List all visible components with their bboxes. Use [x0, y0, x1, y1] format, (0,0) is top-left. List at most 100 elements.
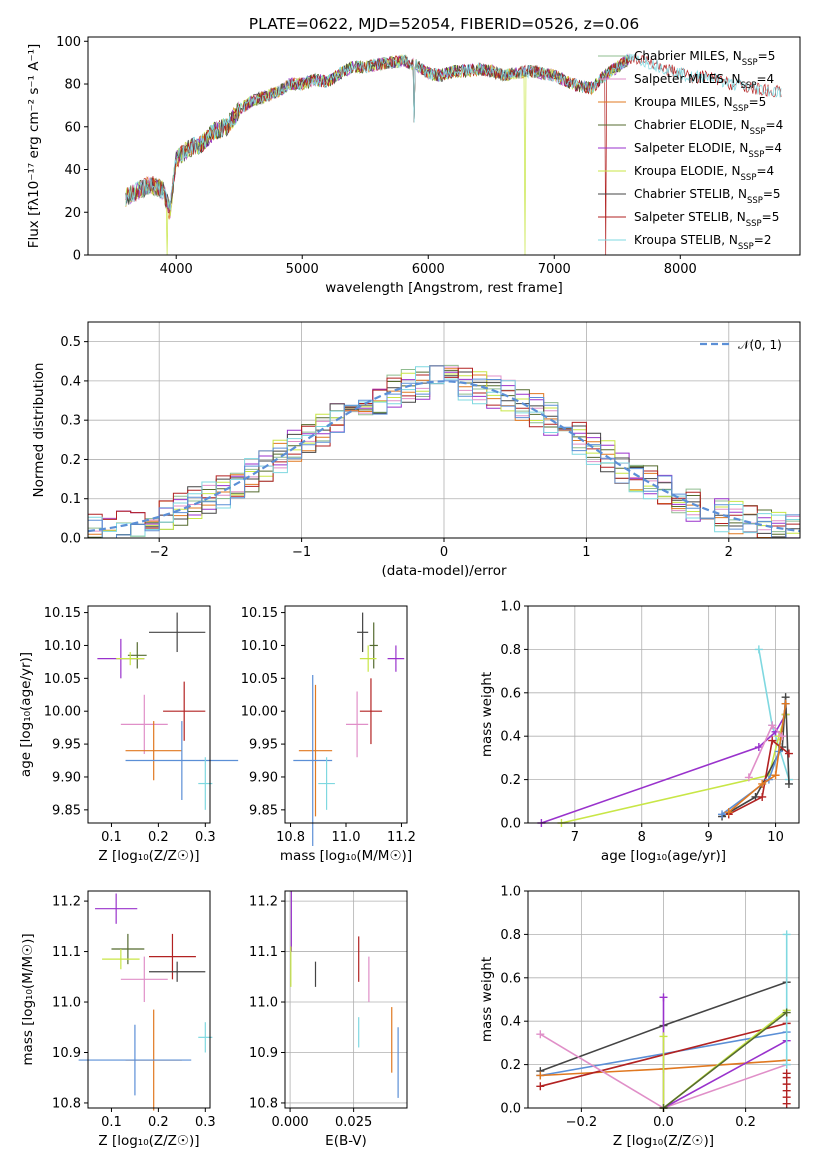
axes-frame [284, 890, 408, 1109]
x-tick-label: 0.1 [101, 830, 122, 845]
axes-frame [284, 605, 408, 824]
legend-value: =5 [763, 187, 781, 201]
legend-subscript: SSP [750, 127, 766, 137]
x-tick-label: 6000 [412, 262, 445, 277]
legend-subscript: SSP [733, 104, 749, 114]
mass-vs-extinction-panel: 0.000 0.025 10.8 10.9 11.0 11.1 11.2 E(B-V) [249, 890, 408, 1149]
weight-marker-kroupa_miles [771, 771, 780, 780]
y-axis-label: age [log₁₀(age/yr)] [18, 652, 34, 777]
axes-frame [87, 890, 211, 1109]
legend-entry: Kroupa ELODIE, NSSP=4 [634, 164, 774, 183]
age-vs-metallicity-panel: 0.1 0.2 0.3 9.85 9.90 9.95 10.00 10.05 10.10 10.1… [18, 605, 239, 864]
x-tick-label: 0.1 [101, 1115, 122, 1130]
y-tick-label: 10.8 [249, 1096, 278, 1111]
y-tick-label: 11.1 [249, 945, 278, 960]
x-tick-label: 0.2 [148, 1115, 169, 1130]
y-tick-label: 9.95 [52, 738, 81, 753]
y-tick-label: 10.15 [241, 606, 278, 621]
y-tick-label: 11.2 [52, 895, 81, 910]
legend-value: =4 [756, 164, 774, 178]
legend-subscript: SSP [741, 173, 757, 183]
legend-entry: Salpeter MILES, NSSP=4 [634, 72, 774, 91]
weight-line-salpeter_stelib [728, 739, 790, 816]
weight-marker-salpeter_stelib [758, 792, 767, 801]
legend-value: =5 [749, 95, 767, 109]
x-tick-label: 7000 [538, 262, 571, 277]
weight-marker-kroupa_stelib [754, 645, 763, 654]
x-axis-label: Z [log₁₀(Z/Z☉)] [98, 1133, 199, 1149]
legend-entry: Chabrier MILES, NSSP=5 [634, 49, 775, 68]
legend-entry: Chabrier STELIB, NSSP=5 [634, 187, 781, 206]
legend-subscript: SSP [746, 219, 762, 229]
weight-marker-chabrier_elodie [782, 1008, 791, 1017]
legend-value: =4 [756, 72, 774, 86]
y-tick-label: 11.2 [249, 895, 278, 910]
x-tick-label: 0.2 [148, 830, 169, 845]
y-tick-label: 0.2 [60, 453, 81, 468]
y-tick-label: 0.8 [500, 643, 521, 658]
spectrum-line-salpeter_stelib [125, 54, 782, 255]
x-tick-label: 0 [440, 545, 448, 560]
x-tick-label: 0.3 [195, 1115, 216, 1130]
weight-line-salpeter_elodie [662, 997, 788, 1110]
legend-subscript: SSP [741, 81, 757, 91]
y-tick-label: 0.5 [60, 335, 81, 350]
residual-histogram-panel: −2 −1 0 1 2 0.0 0.1 0.2 0.3 0.4 0.5 (data-model)/er… [31, 321, 801, 579]
x-tick-label: 10.8 [276, 830, 305, 845]
histogram-normal [88, 365, 800, 538]
y-tick-label: 11.0 [249, 996, 278, 1011]
y-tick-label: 60 [64, 120, 81, 135]
y-tick-label: 9.90 [52, 770, 81, 785]
x-tick-label: −1 [292, 545, 311, 560]
y-axis-label: Flux [fλ10⁻¹⁷ erg cm⁻² s⁻¹ A⁻¹] [26, 44, 42, 249]
x-tick-label: 8000 [664, 262, 697, 277]
x-tick-label: 0.025 [335, 1115, 372, 1130]
legend-value: =5 [762, 210, 780, 224]
x-axis-label: mass [log₁₀(M/M☉)] [280, 848, 412, 864]
legend-subscript: SSP [747, 196, 763, 206]
x-tick-label: 4000 [160, 262, 193, 277]
y-axis-label: mass weight [479, 672, 495, 757]
y-tick-label: 20 [64, 206, 81, 221]
spectrum-line-kroupa_stelib [125, 53, 782, 211]
x-tick-label: 0.2 [735, 1115, 756, 1130]
y-tick-label: 10.8 [52, 1096, 81, 1111]
weight-vs-age-panel: 7 8 9 10 0.0 0.2 0.4 0.6 0.8 1.0 age [log₁₀(age/yr… [479, 600, 800, 864]
x-axis-label: (data-model)/error [381, 563, 507, 579]
y-tick-label: 11.0 [52, 996, 81, 1011]
y-tick-label: 0.4 [60, 374, 81, 389]
y-tick-label: 0.2 [500, 1058, 521, 1073]
weight-marker-kroupa_stelib [782, 930, 791, 939]
y-tick-label: 0 [73, 249, 81, 264]
y-tick-label: 0.2 [500, 773, 521, 788]
mass-vs-metallicity-panel: 0.1 0.2 0.3 10.8 10.9 11.0 11.1 11.2 Z [log₁₀(Z/… [20, 890, 216, 1149]
axes-frame [527, 605, 800, 824]
y-tick-label: 100 [56, 35, 81, 50]
weight-marker-kroupa_miles [758, 779, 767, 788]
age-vs-mass-panel: 10.8 11.0 11.2 9.85 9.90 9.95 10.00 10.05 10.10 1… [241, 605, 416, 864]
y-axis-label: Normed distribution [31, 363, 47, 498]
y-tick-label: 0.0 [500, 1102, 521, 1117]
x-tick-label: 1 [582, 545, 590, 560]
legend-value: =4 [766, 118, 784, 132]
x-axis-label: E(B-V) [325, 1133, 367, 1149]
weight-marker-kroupa_miles [724, 808, 733, 817]
x-tick-label: 10 [767, 830, 784, 845]
x-axis-label: Z [log₁₀(Z/Z☉)] [613, 1133, 714, 1149]
y-tick-label: 10.15 [44, 606, 81, 621]
weight-marker-kroupa_miles [781, 699, 790, 708]
weight-vs-metallicity-panel: −0.2 0.0 0.2 0.0 0.2 0.4 0.6 0.8 1.0 Z [log₁₀(Z/Z… [479, 885, 800, 1149]
spectrum-panel: 4000 5000 6000 7000 8000 0 20 40 60 80 100 waveleng… [26, 35, 801, 296]
y-tick-label: 10.05 [44, 672, 81, 687]
weight-marker-salpeter_miles [744, 773, 753, 782]
weight-marker-salpeter_stelib [784, 749, 793, 758]
weight-marker-chabrier_stelib [784, 779, 793, 788]
weight-marker-salpeter_miles [778, 732, 787, 741]
legend-subscript: SSP [748, 150, 764, 160]
x-tick-label: 2 [725, 545, 733, 560]
figure-title: PLATE=0622, MJD=52054, FIBERID=0526, z=0… [249, 15, 639, 33]
normal-curve [88, 380, 800, 533]
y-axis-label: mass [log₁₀(M/M☉)] [20, 933, 36, 1065]
weight-marker-kroupa_stelib [782, 1060, 791, 1069]
y-tick-label: 40 [64, 163, 81, 178]
